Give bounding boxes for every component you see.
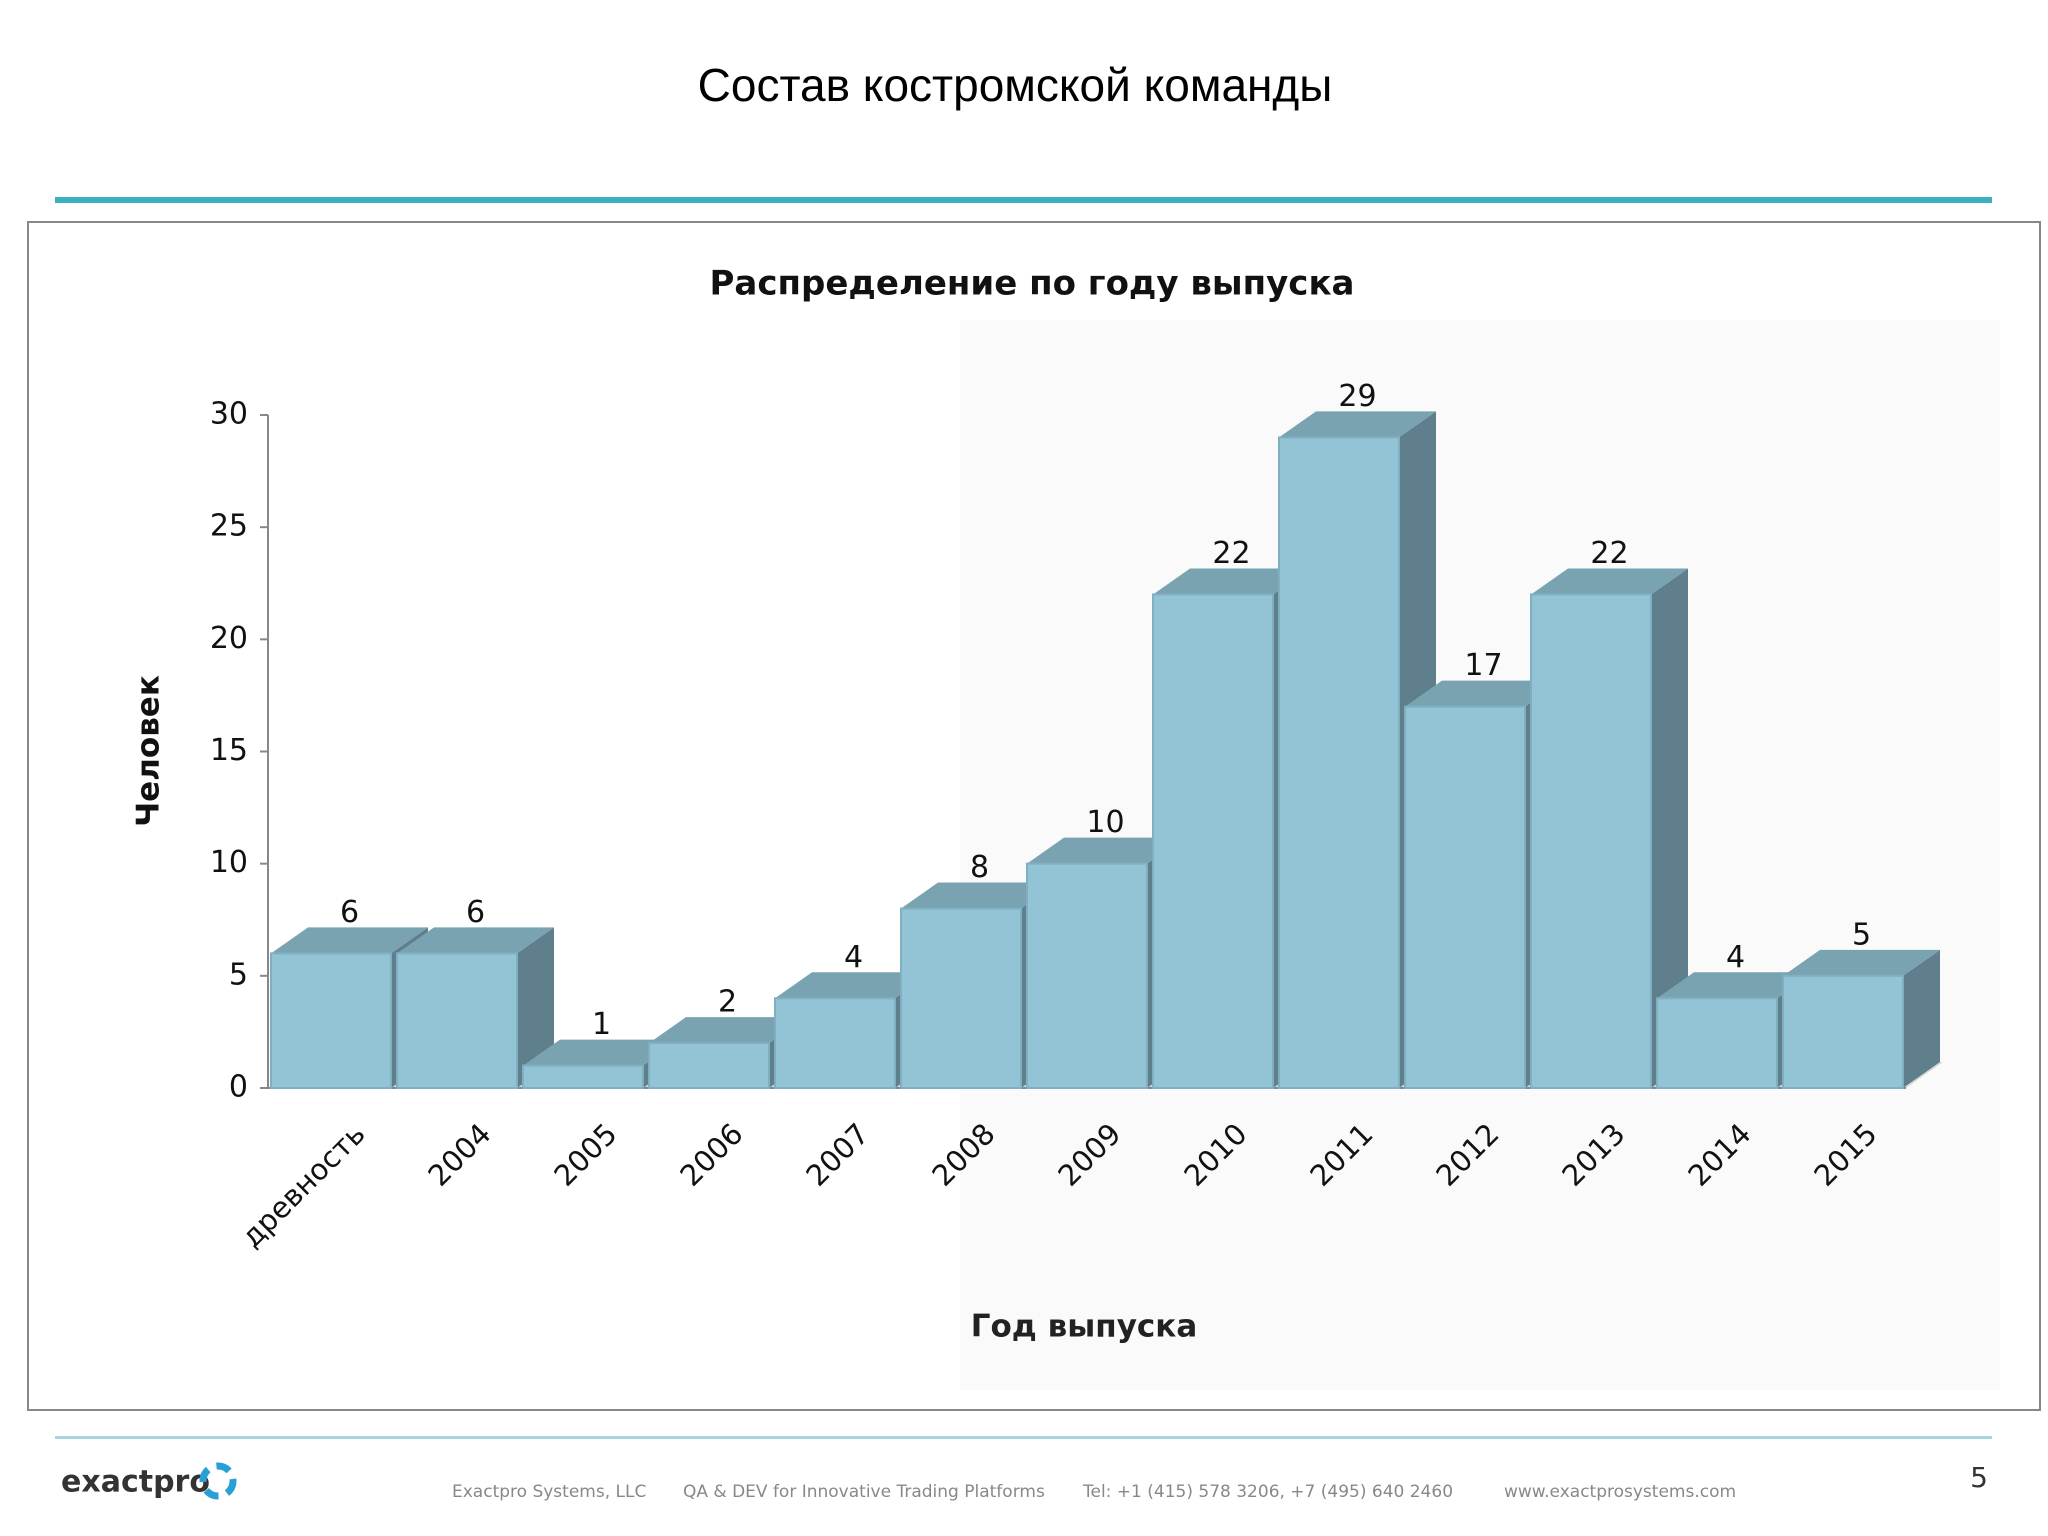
- bar-top: [1153, 568, 1310, 595]
- value-label: 8: [970, 850, 989, 885]
- bar-top: [1405, 680, 1562, 707]
- logo-icon: [199, 1462, 237, 1500]
- value-label: 4: [844, 940, 863, 975]
- bar-side: [1903, 949, 1940, 1088]
- footer-website: www.exactprosystems.com: [1504, 1482, 1736, 1502]
- y-tick-label: 10: [210, 845, 248, 880]
- bar-top: [1657, 972, 1814, 999]
- bar-front: [1152, 593, 1274, 1089]
- y-tick-label: 5: [229, 957, 248, 992]
- bar-front: [774, 997, 896, 1089]
- slide-title: Состав костромской команды: [698, 59, 1333, 111]
- bar-top: [775, 972, 932, 999]
- bar-top: [397, 927, 554, 954]
- y-axis-label: Человек: [131, 675, 167, 827]
- footer-slogan: QA & DEV for Innovative Trading Platform…: [683, 1482, 1045, 1502]
- bar: [1530, 568, 1688, 1089]
- bar-top: [901, 882, 1058, 909]
- y-tick-label: 25: [210, 509, 248, 544]
- value-label: 5: [1852, 917, 1871, 952]
- y-tick-label: 20: [210, 621, 248, 656]
- bar-front: [522, 1064, 644, 1089]
- bar-front: [270, 952, 392, 1090]
- value-label: 22: [1590, 536, 1628, 571]
- x-axis-label: Год выпуска: [971, 1309, 1198, 1345]
- bar: [1278, 411, 1436, 1089]
- value-label: 6: [340, 895, 359, 930]
- bar: [1782, 949, 1940, 1089]
- y-tick-label: 15: [210, 733, 248, 768]
- bar-front: [396, 952, 518, 1090]
- bar-front: [1404, 705, 1526, 1090]
- value-label: 17: [1464, 648, 1502, 683]
- footer-rule: [55, 1436, 1992, 1439]
- bar-top: [1279, 411, 1436, 438]
- title-rule: [55, 197, 1992, 203]
- value-label: 2: [718, 985, 737, 1020]
- value-label: 10: [1086, 805, 1124, 840]
- y-tick-label: 30: [210, 397, 248, 432]
- bar-front: [1530, 593, 1652, 1089]
- bar-top: [649, 1017, 806, 1044]
- y-tick-label: 0: [229, 1070, 248, 1105]
- bar-front: [1278, 436, 1400, 1089]
- footer-phone: Tel: +1 (415) 578 3206, +7 (495) 640 246…: [1082, 1482, 1453, 1502]
- bar-top: [271, 927, 428, 954]
- bar-front: [900, 907, 1022, 1089]
- bar-front: [1026, 862, 1148, 1090]
- bar-top: [1027, 837, 1184, 864]
- value-label: 29: [1338, 379, 1376, 414]
- logo: exactpro: [61, 1465, 210, 1500]
- bar-front: [1656, 997, 1778, 1089]
- bar-top: [523, 1039, 680, 1066]
- value-label: 6: [466, 895, 485, 930]
- page-number: 5: [1970, 1461, 1988, 1494]
- chart-title: Распределение по году выпуска: [710, 264, 1355, 304]
- bar-side: [517, 927, 554, 1088]
- footer-company: Exactpro Systems, LLC: [452, 1482, 646, 1502]
- value-label: 4: [1726, 940, 1745, 975]
- bar-front: [648, 1042, 770, 1089]
- bar-top: [1531, 568, 1688, 595]
- value-label: 22: [1212, 536, 1250, 571]
- bar-top: [1783, 949, 1940, 976]
- bar-side: [1651, 568, 1688, 1088]
- bar: [396, 927, 554, 1090]
- value-label: 1: [592, 1007, 611, 1042]
- bar-front: [1782, 974, 1904, 1089]
